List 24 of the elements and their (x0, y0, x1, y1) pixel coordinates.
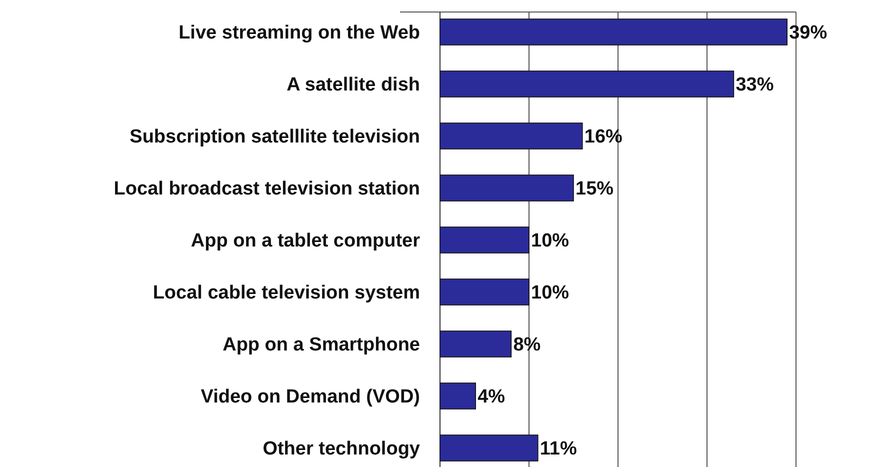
y-tick-label: Video on Demand (VOD) (200, 386, 420, 408)
y-tick-label: App on a Smartphone (222, 334, 420, 356)
data-label: 4% (478, 386, 506, 408)
y-tick-label: Live streaming on the Web (178, 22, 420, 44)
bar (440, 122, 583, 150)
bar (440, 70, 734, 98)
data-label: 15% (576, 178, 614, 200)
y-tick-label: A satellite dish (286, 74, 420, 96)
y-tick-label: Other technology (262, 438, 420, 460)
y-tick-label: Local broadcast television station (114, 178, 420, 200)
bar (440, 434, 538, 462)
bar (440, 278, 530, 306)
data-label: 33% (736, 74, 774, 96)
bar (440, 18, 788, 46)
y-tick-label: App on a tablet computer (190, 230, 421, 252)
data-label: 10% (531, 230, 570, 252)
data-label: 11% (540, 438, 577, 460)
y-tick-label: Local cable television system (152, 282, 420, 304)
bar (440, 174, 574, 202)
bar (440, 330, 512, 358)
data-label: 10% (531, 282, 570, 304)
bar (440, 226, 530, 254)
bar (440, 382, 476, 410)
y-tick-label: Subscription satelllite television (130, 126, 420, 148)
